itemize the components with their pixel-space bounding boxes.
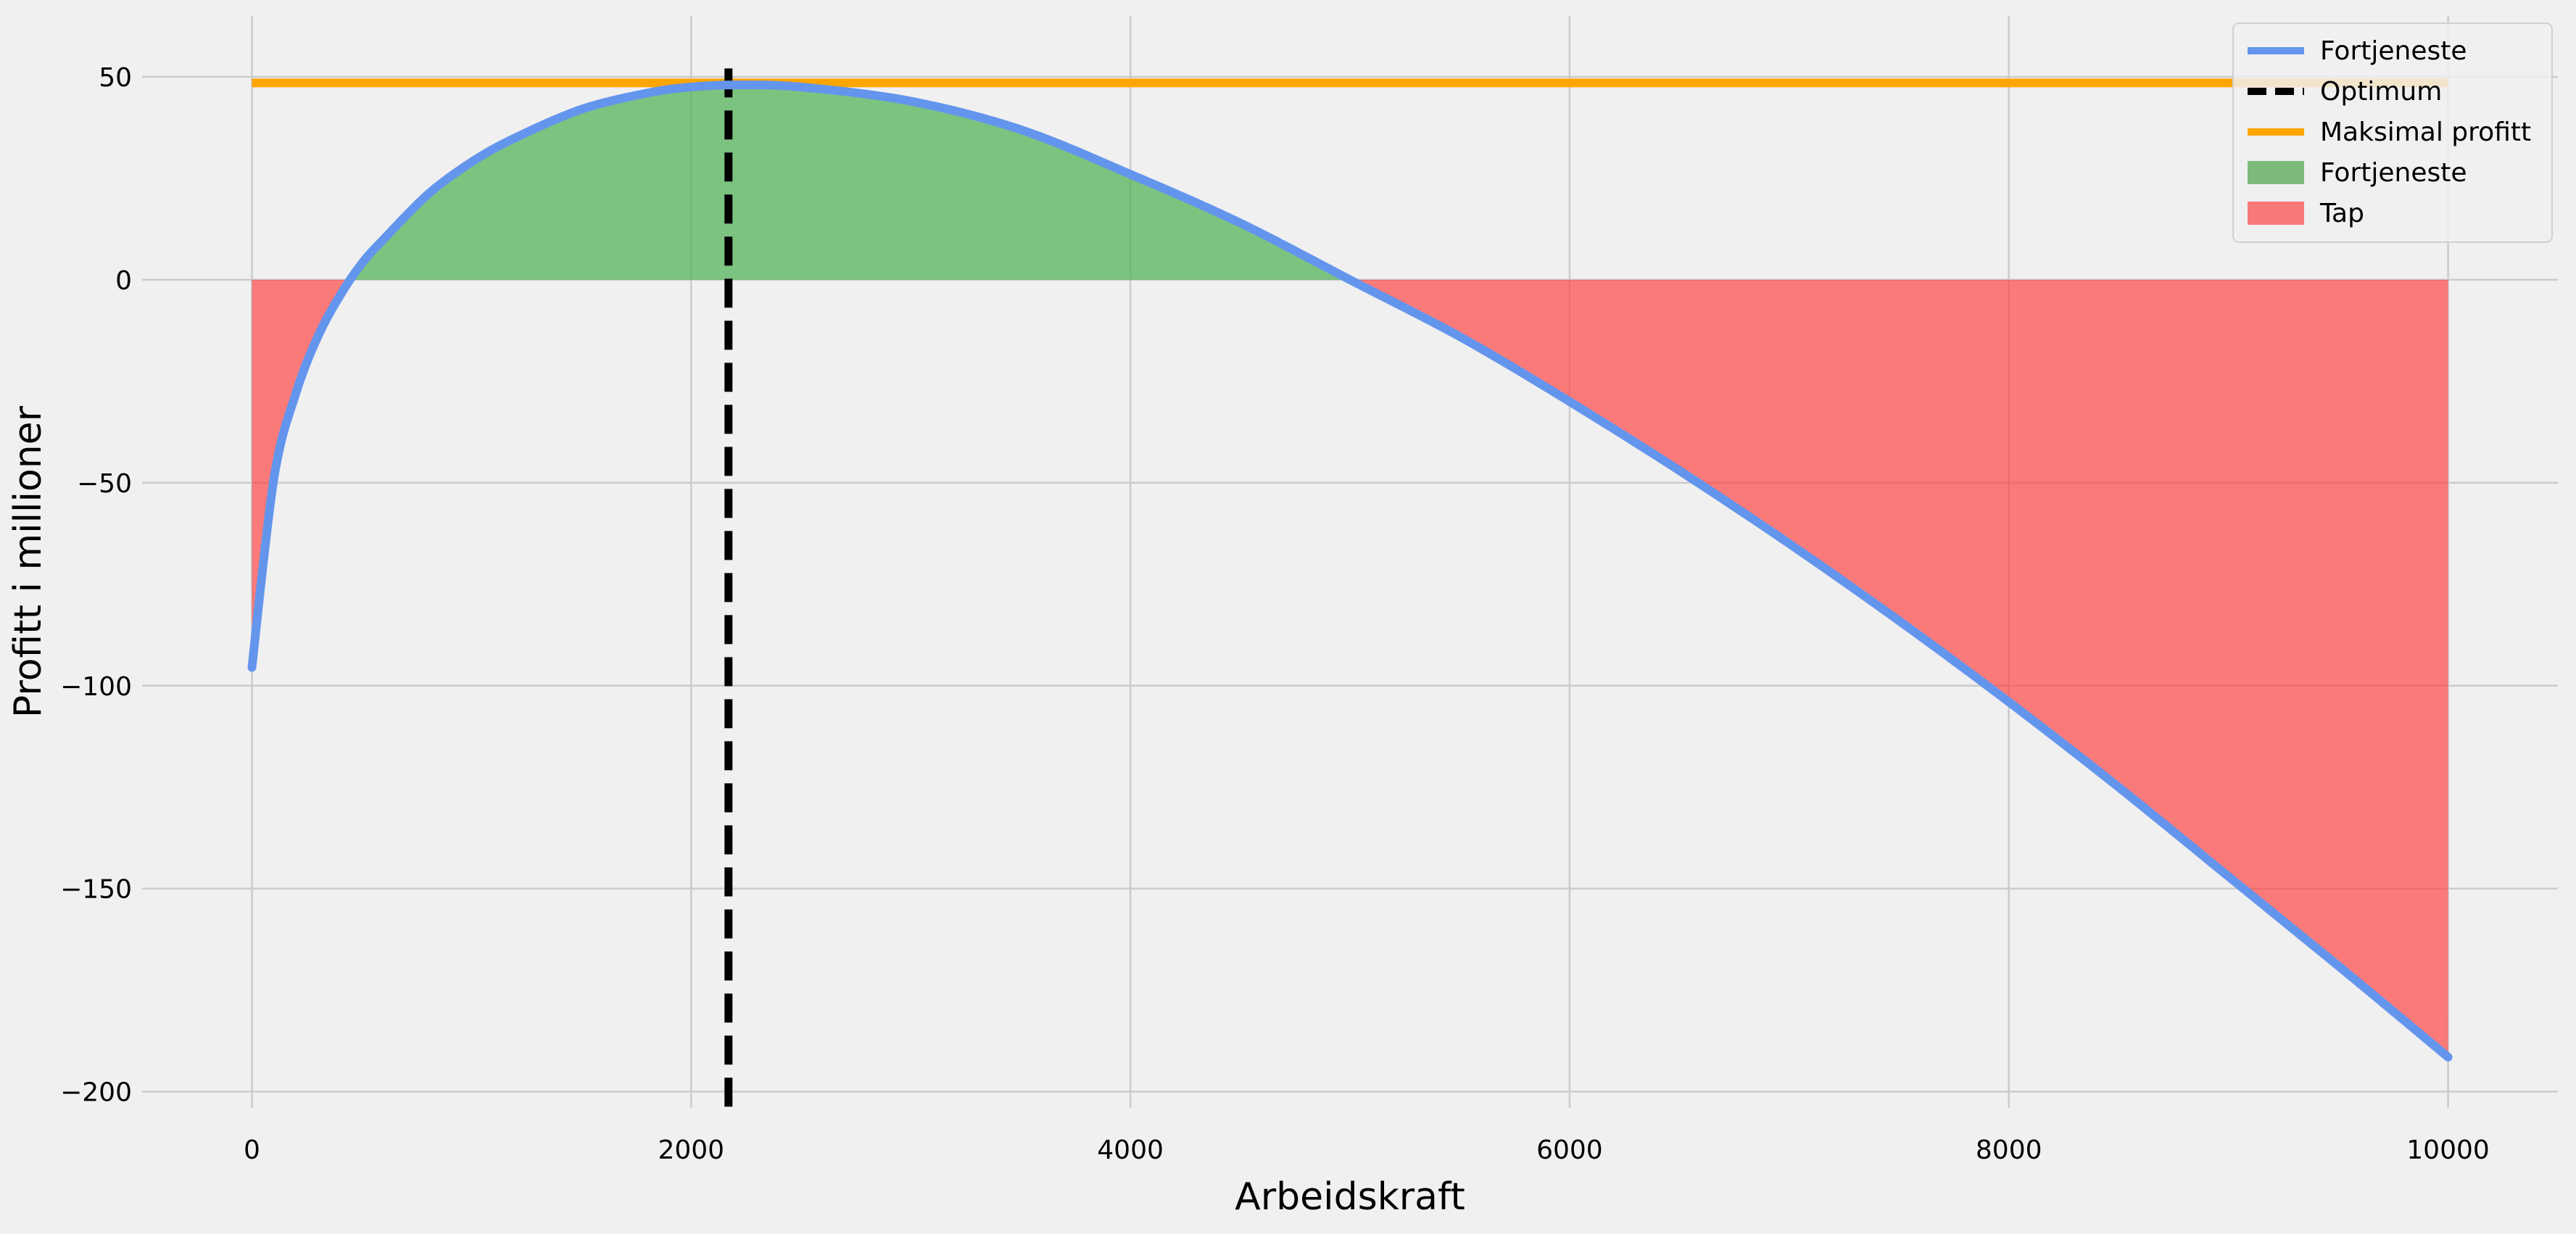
legend-swatch xyxy=(2248,202,2304,225)
legend-entry: Fortjeneste xyxy=(2248,158,2467,188)
legend-box xyxy=(2232,22,2553,243)
area-fills xyxy=(252,85,2448,1058)
y-tick-label: −200 xyxy=(60,1078,132,1108)
x-tick-label: 8000 xyxy=(1976,1135,2042,1165)
series-lines xyxy=(247,68,2453,1108)
y-tick-label: 0 xyxy=(115,266,132,296)
legend: Fortjeneste Optimum Maksimal profitt Fortje… xyxy=(2232,22,2553,243)
legend-entry: Optimum xyxy=(2248,77,2442,107)
legend-label: Optimum xyxy=(2320,77,2442,107)
legend-label: Maksimal profitt xyxy=(2320,117,2531,147)
legend-entry: Maksimal profitt xyxy=(2248,117,2531,147)
profit-area-fill xyxy=(252,85,2448,280)
x-tick-label: 4000 xyxy=(1097,1135,1164,1165)
x-tick-label: 10000 xyxy=(2406,1135,2490,1165)
y-tick-label: −50 xyxy=(77,469,132,499)
legend-swatch xyxy=(2248,161,2304,184)
x-tick-label: 6000 xyxy=(1536,1135,1603,1165)
x-axis-title: Arbeidskraft xyxy=(1235,1175,1465,1219)
legend-entry: Fortjeneste xyxy=(2248,36,2467,66)
y-tick-label: −100 xyxy=(60,672,132,702)
y-tick-label: −150 xyxy=(60,875,132,905)
legend-label: Fortjeneste xyxy=(2320,158,2467,188)
x-tick-label: 0 xyxy=(244,1135,260,1165)
legend-entry: Tap xyxy=(2248,199,2364,228)
loss-area-fill xyxy=(252,279,2448,1058)
legend-label: Fortjeneste xyxy=(2320,36,2467,66)
x-tick-label: 2000 xyxy=(658,1135,724,1165)
tick-labels: 0 2000 4000 6000 8000 10000 50 0 −50 −100 −150 −200 xyxy=(60,63,2490,1165)
profit-curve xyxy=(247,80,2453,1062)
y-tick-label: 50 xyxy=(99,63,132,93)
y-axis-title: Profitt i millioner xyxy=(7,405,50,718)
legend-label: Tap xyxy=(2319,199,2364,228)
